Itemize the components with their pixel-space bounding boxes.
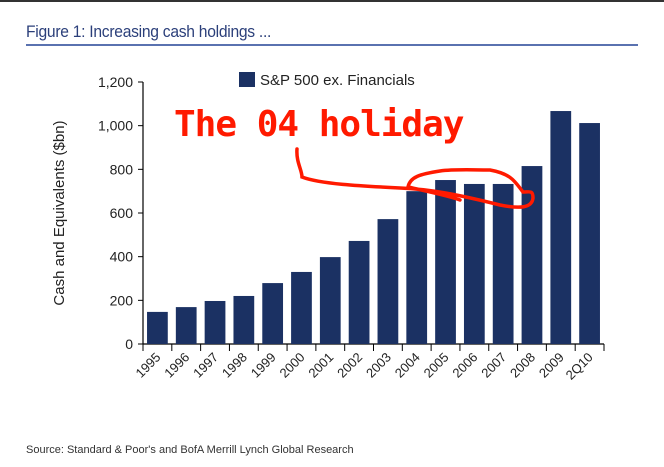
y-tick-label: 200 [110, 292, 134, 308]
x-tick-label: 2Q10 [563, 350, 596, 383]
source-note: Source: Standard & Poor's and BofA Merri… [26, 444, 354, 456]
x-tick-label: 2004 [392, 350, 423, 381]
y-tick-label: 400 [110, 249, 134, 265]
bar-2005 [435, 180, 456, 344]
legend-label: S&P 500 ex. Financials [260, 72, 415, 89]
x-tick-label: 1999 [248, 350, 279, 381]
bar-2003 [377, 219, 399, 344]
x-tick-label: 2001 [305, 350, 336, 381]
y-tick-label: 0 [125, 336, 133, 352]
x-tick-label: 1997 [190, 350, 221, 381]
bar-2001 [319, 257, 341, 344]
bar-2002 [348, 240, 370, 344]
x-tick-label: 2003 [363, 350, 394, 381]
annotation-scribble [295, 147, 535, 209]
x-tick-label: 2008 [507, 350, 538, 381]
y-tick-label: 600 [110, 205, 134, 221]
x-tick-label: 2006 [449, 350, 480, 381]
chart-title: Figure 1: Increasing cash holdings ... [26, 22, 272, 41]
x-tick-label: 1995 [132, 350, 163, 381]
x-tick-label: 1996 [161, 350, 192, 381]
x-tick-label: 2005 [421, 350, 452, 381]
legend-swatch [239, 72, 255, 87]
bar-1996 [175, 307, 197, 344]
bar-1997 [204, 300, 226, 344]
bar-2009 [550, 111, 572, 344]
bar-2Q10 [579, 123, 600, 345]
bar-2008 [521, 166, 543, 344]
x-tick-label: 2009 [536, 350, 567, 381]
x-tick-label: 2002 [334, 350, 365, 381]
y-axis-label: Cash and Equivalents ($bn) [51, 120, 68, 305]
y-tick-label: 800 [110, 161, 134, 177]
bar-2006 [463, 183, 485, 344]
bar-1999 [262, 283, 284, 344]
bar-2000 [291, 271, 312, 344]
x-tick-label: 2000 [277, 350, 308, 381]
y-tick-label: 1,000 [98, 118, 133, 134]
title-rule [26, 44, 638, 46]
y-tick-label: 1,200 [98, 74, 133, 90]
bar-1998 [233, 295, 255, 344]
x-tick-label: 1998 [219, 350, 250, 381]
bar-2004 [406, 191, 428, 344]
bar-2007 [492, 183, 514, 344]
bar-1995 [147, 311, 168, 344]
annotation-text: The 04 holiday [174, 104, 464, 145]
x-tick-label: 2007 [478, 350, 509, 381]
